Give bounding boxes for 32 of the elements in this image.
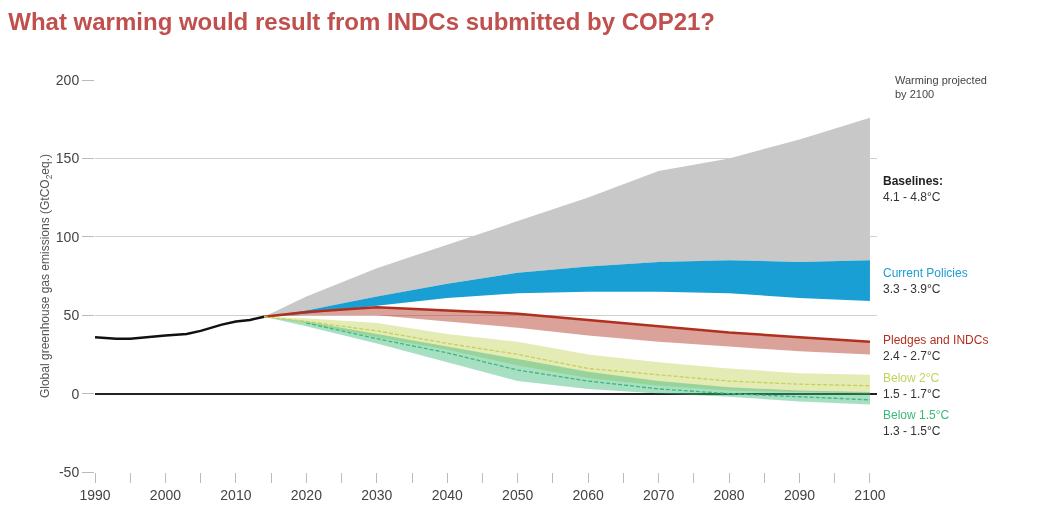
x-tick-label: 2060 — [572, 486, 604, 503]
y-tick-label: -50 — [58, 463, 80, 480]
series-label: Pledges and INDCs — [883, 333, 989, 347]
series-label: Below 2°C — [883, 371, 940, 385]
x-tick-label: 2010 — [220, 486, 252, 503]
x-tick-label: 2070 — [643, 486, 675, 503]
text: Warming projected by 2100 — [895, 74, 987, 101]
text: 3.3 - 3.9°C — [883, 281, 941, 296]
x-tick-label: 2020 — [290, 486, 323, 503]
text: 2.4 - 2.7°C — [883, 348, 941, 363]
y-tick-label: 0 — [71, 385, 80, 402]
line-series — [262, 306, 872, 344]
y-tick-label: 150 — [55, 150, 80, 167]
legend-label: Current Policies — [883, 266, 968, 280]
x-tick-label: 2050 — [502, 486, 534, 503]
x-tick-label: 2080 — [713, 486, 745, 503]
x-tick-label: 2100 — [854, 486, 886, 503]
x-tick-label: 2090 — [783, 486, 816, 503]
y-tick-label: 200 — [55, 71, 80, 88]
x-tick-label: 2030 — [361, 486, 393, 503]
x-tick-label: 2040 — [431, 486, 464, 503]
y-tick-label: 50 — [63, 307, 80, 324]
text: 1.5 - 1.7°C — [883, 386, 941, 401]
text: 1.3 - 1.5°C — [883, 423, 941, 438]
x-tick-label: 1990 — [79, 486, 111, 503]
x-tick-label: 2000 — [149, 486, 182, 503]
y-tick-label: 100 — [55, 228, 80, 245]
series-label: Below 1.5°C — [883, 408, 950, 422]
line-series — [305, 322, 871, 401]
line-series — [95, 315, 266, 340]
chart-title: What warming would result from INDCs submitted by COP21? — [8, 7, 716, 35]
text: Baselines: 4.1 - 4.8°C — [883, 174, 944, 204]
